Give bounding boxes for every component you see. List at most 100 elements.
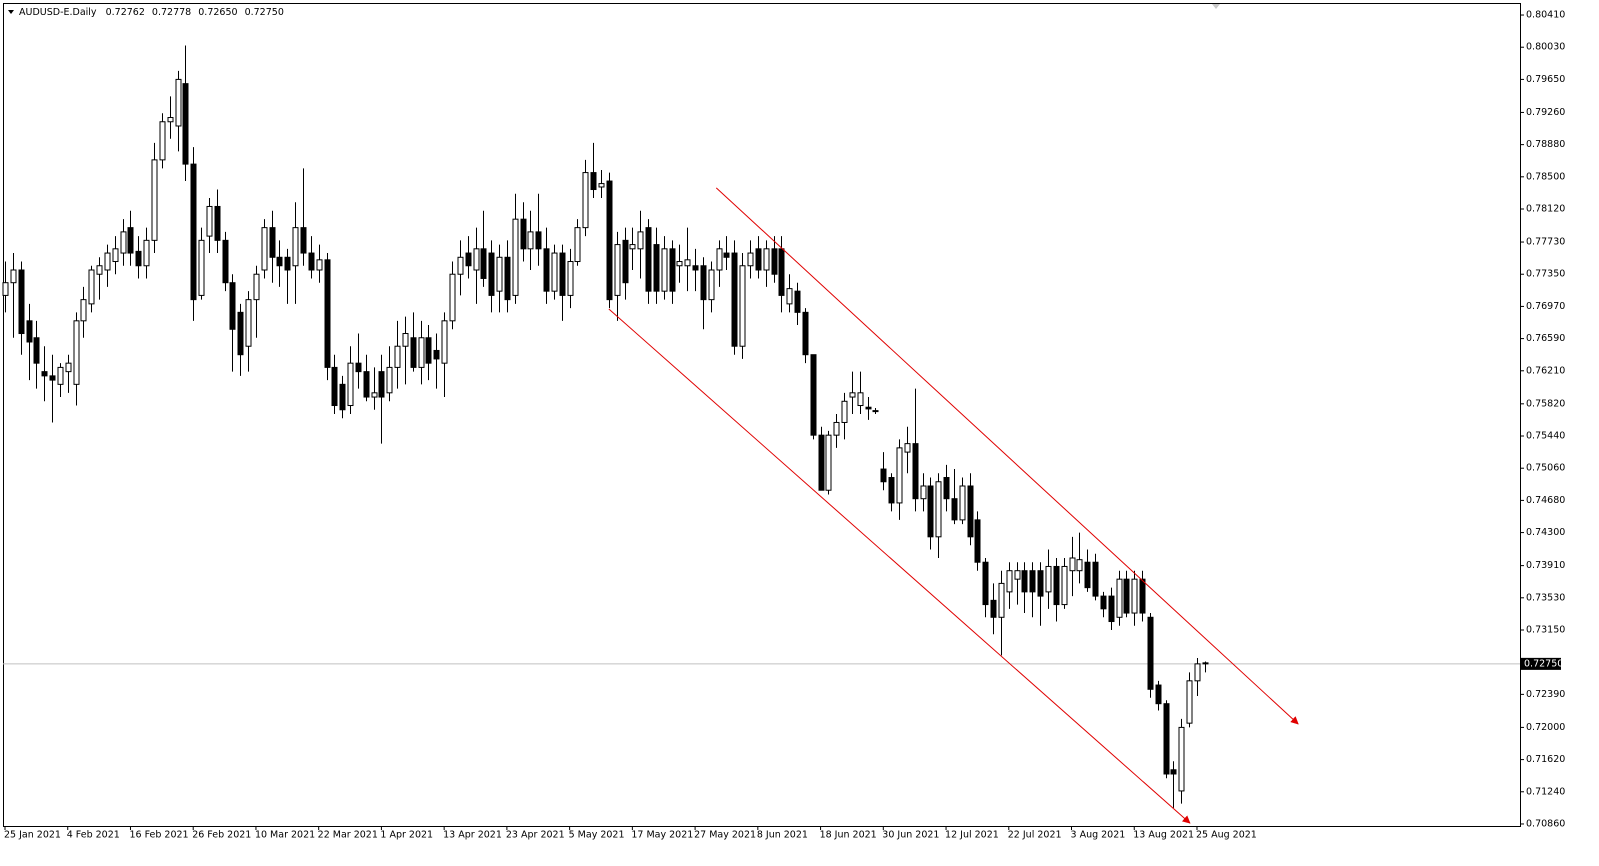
candle-body [520,218,527,250]
candle-body [339,383,346,411]
candle-body [1170,769,1177,775]
candle-body [96,265,103,275]
y-tick-label: 0.75440 [1526,431,1565,442]
candle-body [159,121,166,161]
menu-arrow[interactable] [8,10,14,14]
candle-body [57,366,64,385]
candle-body [567,261,574,296]
candle-body [982,561,989,606]
candle-body [73,320,80,385]
candle-body [880,468,887,483]
candle-body [167,117,174,123]
candle-body [716,248,723,271]
x-tick-label: 10 Mar 2021 [255,830,315,841]
candle-body [355,362,362,373]
candle-body [653,244,660,292]
candle-body [574,227,581,263]
candle-body [778,248,785,296]
x-tick-label: 3 Aug 2021 [1071,830,1126,841]
candle-body [739,265,746,347]
candle-body [865,406,872,410]
x-tick-label: 16 Feb 2021 [129,830,188,841]
y-tick-label: 0.73910 [1526,560,1565,571]
candle-body [347,362,354,407]
candle-body [1053,565,1060,606]
candle-body [151,159,158,241]
candle-body [700,265,707,301]
candle-body [731,252,738,347]
candle-body [261,227,268,271]
candle-body [747,252,754,267]
y-tick-label: 0.79260 [1526,107,1565,118]
candle-body [410,337,417,368]
chart-header: AUDUSD-E.Daily 0.72762 0.72778 0.72650 0… [19,7,284,18]
candle-body [535,231,542,250]
candle-body [896,447,903,504]
candle-body [402,333,409,347]
candle-body [943,477,950,500]
candle-body [904,443,911,453]
candle-body [198,239,205,296]
y-tick-label: 0.76970 [1526,301,1565,312]
candle-body [88,269,95,305]
y-tick-label: 0.78500 [1526,171,1565,182]
candle-body [606,180,613,301]
candle-body [229,282,236,330]
candle-body [1155,684,1162,705]
y-tick-label: 0.74300 [1526,527,1565,538]
trendline [608,308,1191,824]
candle-body [551,252,558,292]
candle-body [841,400,848,423]
current-price-label: 0.72750 [1524,658,1563,669]
candle-body [590,172,597,191]
y-tick-label: 0.77350 [1526,269,1565,280]
candle-body [935,481,942,538]
candle-body [284,256,291,271]
candle-body [1084,561,1091,589]
y-tick-label: 0.75820 [1526,398,1565,409]
y-tick-label: 0.72000 [1526,722,1565,733]
candle-body [974,519,981,563]
x-tick-label: 26 Feb 2021 [192,830,251,841]
trendline [715,187,1299,725]
candle-body [676,261,683,267]
x-tick-label: 17 May 2021 [631,830,693,841]
candle-body [245,299,252,347]
candle-body [1147,616,1154,690]
candle-body [425,337,432,364]
candle-body [888,477,895,504]
candle-body [1037,570,1044,597]
candle-body [598,183,605,188]
candle-body [959,485,966,521]
candle-body [1116,578,1123,618]
candle-body [175,78,182,127]
candle-body [1202,662,1209,665]
candle-body [1100,595,1107,610]
candle-body [214,205,221,241]
y-tick-label: 0.73150 [1526,624,1565,635]
candle-body [1006,570,1013,593]
candle-body [622,239,629,284]
candle-body [371,392,378,398]
y-tick-label: 0.71620 [1526,754,1565,765]
candle-body [692,265,699,271]
candle-body [143,239,150,267]
candle-body [26,320,33,343]
x-tick-label: 22 Mar 2021 [318,830,378,841]
candle-body [449,273,456,322]
candle-body [237,311,244,356]
y-tick-label: 0.75060 [1526,463,1565,474]
candle-body [559,252,566,296]
y-tick-label: 0.78120 [1526,204,1565,215]
candle-body [127,227,134,254]
candle-body [457,256,464,275]
x-tick-label: 1 Apr 2021 [380,830,433,841]
quote-close: 0.72750 [245,7,284,18]
candle-body [637,231,644,250]
candle-body [316,259,323,271]
x-tick-label: 12 Jul 2021 [945,830,999,841]
candle-body [33,337,40,364]
candle-body [1123,578,1130,614]
candle-body [112,248,119,263]
